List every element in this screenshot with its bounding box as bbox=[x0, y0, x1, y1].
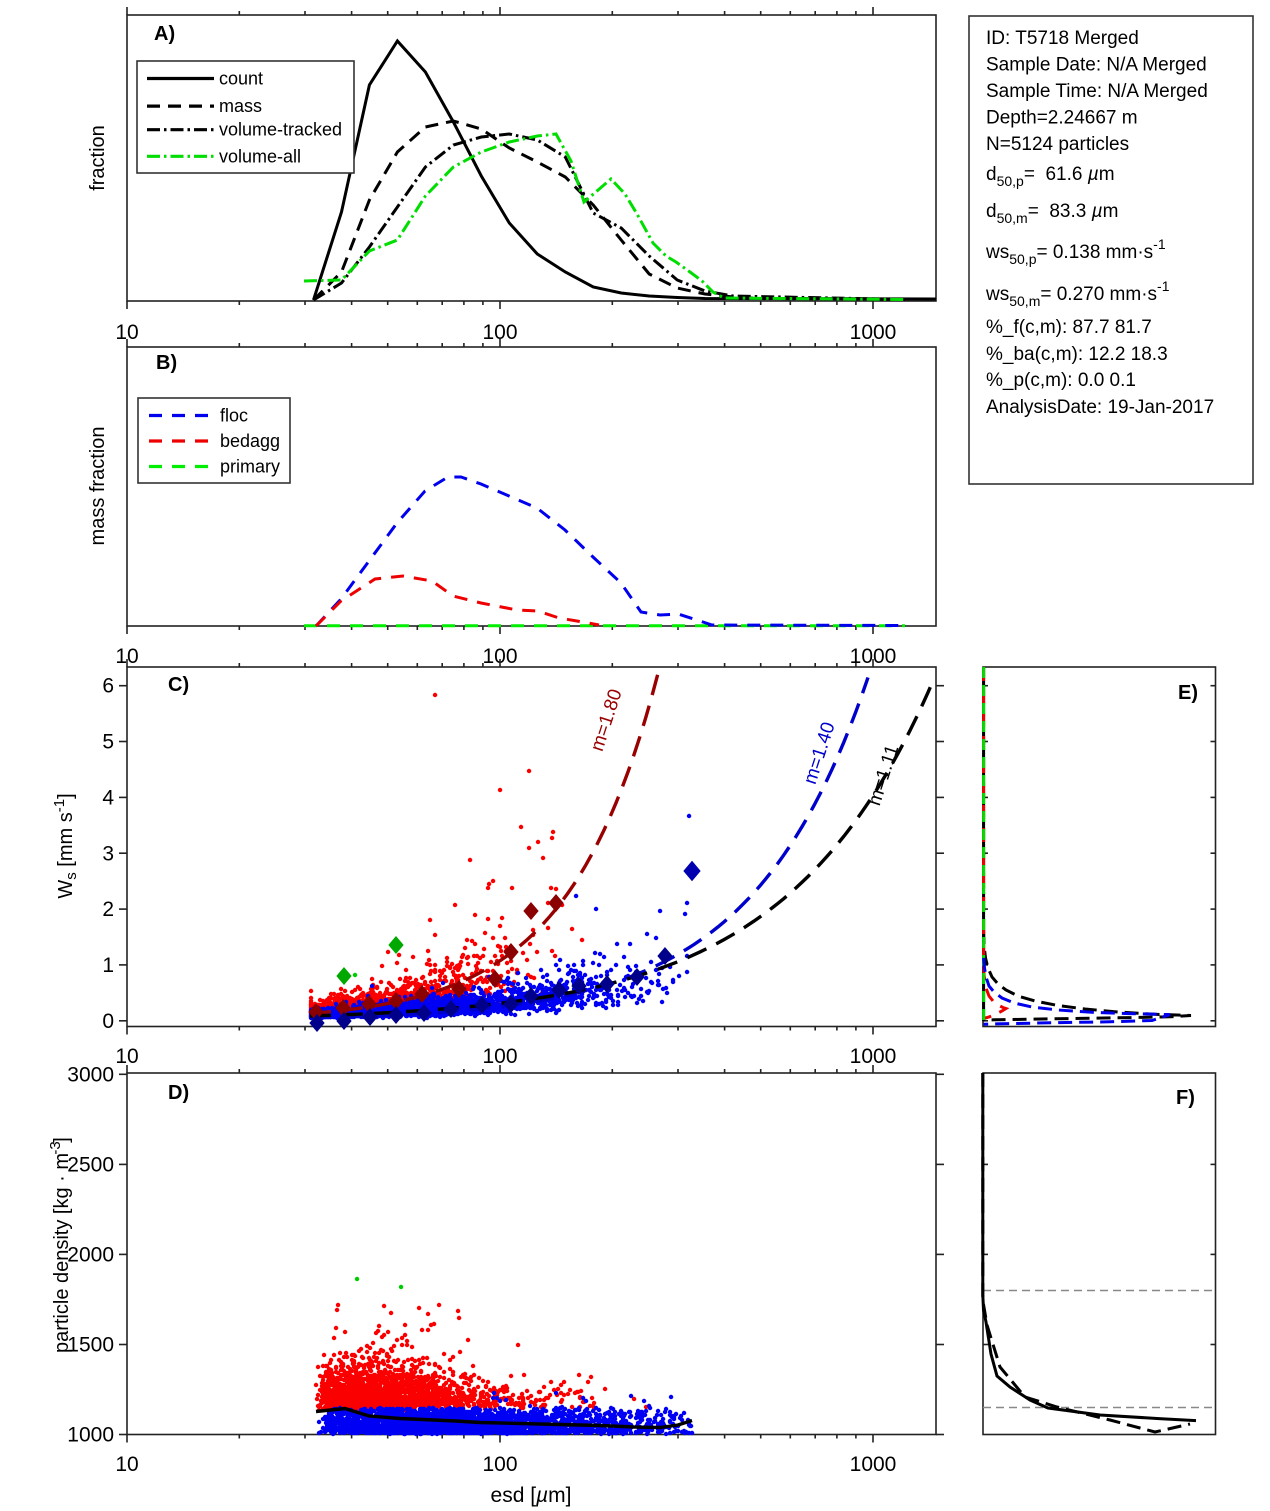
svg-text:-3: -3 bbox=[47, 1141, 64, 1154]
svg-text:mass: mass bbox=[219, 96, 262, 116]
svg-text:E): E) bbox=[1178, 682, 1198, 704]
svg-text:100: 100 bbox=[482, 321, 517, 344]
svg-text:ID: T5718 Merged: ID: T5718 Merged bbox=[986, 28, 1139, 49]
svg-text:1000: 1000 bbox=[850, 1453, 897, 1476]
svg-text:]: ] bbox=[51, 1137, 73, 1143]
svg-text:count: count bbox=[219, 69, 263, 89]
svg-text:B): B) bbox=[156, 352, 177, 374]
svg-text:floc: floc bbox=[220, 406, 248, 426]
svg-text:2: 2 bbox=[102, 898, 114, 921]
svg-text:4: 4 bbox=[102, 786, 114, 809]
svg-text:%_p(c,m): 0.0 0.1: %_p(c,m): 0.0 0.1 bbox=[986, 370, 1136, 391]
svg-text:1000: 1000 bbox=[850, 321, 897, 344]
svg-text:3000: 3000 bbox=[67, 1063, 114, 1086]
svg-text:volume-tracked: volume-tracked bbox=[219, 120, 342, 140]
svg-text:primary: primary bbox=[220, 457, 280, 477]
svg-text:Sample Date: N/A Merged: Sample Date: N/A Merged bbox=[986, 55, 1207, 76]
svg-text:100: 100 bbox=[482, 645, 517, 668]
svg-text:D): D) bbox=[168, 1082, 189, 1104]
svg-text:1000: 1000 bbox=[850, 645, 897, 668]
svg-text:Ws [mm s-1]: Ws [mm s-1] bbox=[51, 793, 80, 898]
svg-text:C): C) bbox=[168, 674, 189, 696]
svg-text:1000: 1000 bbox=[67, 1424, 114, 1447]
svg-text:3: 3 bbox=[102, 842, 114, 865]
svg-text:%_ba(c,m): 12.2 18.3: %_ba(c,m): 12.2 18.3 bbox=[986, 344, 1168, 365]
svg-text:esd [µm]: esd [µm] bbox=[491, 1484, 572, 1507]
svg-text:6: 6 bbox=[102, 675, 114, 698]
svg-text:1: 1 bbox=[102, 954, 114, 977]
svg-text:mass fraction: mass fraction bbox=[87, 427, 109, 546]
svg-text:F): F) bbox=[1176, 1087, 1195, 1109]
svg-text:AnalysisDate: 19-Jan-2017: AnalysisDate: 19-Jan-2017 bbox=[986, 397, 1214, 418]
svg-text:2000: 2000 bbox=[67, 1243, 114, 1266]
svg-text:bedagg: bedagg bbox=[220, 431, 280, 451]
svg-text:1000: 1000 bbox=[850, 1045, 897, 1068]
svg-text:fraction: fraction bbox=[87, 125, 109, 191]
svg-text:Sample Time: N/A Merged: Sample Time: N/A Merged bbox=[986, 81, 1208, 102]
svg-text:volume-all: volume-all bbox=[219, 146, 301, 166]
svg-text:particle density [kg · m: particle density [kg · m bbox=[51, 1153, 73, 1353]
svg-text:1500: 1500 bbox=[67, 1333, 114, 1356]
svg-text:5: 5 bbox=[102, 731, 114, 754]
svg-text:Depth=2.24667 m: Depth=2.24667 m bbox=[986, 108, 1138, 129]
svg-text:10: 10 bbox=[115, 1453, 138, 1476]
svg-text:10: 10 bbox=[115, 321, 138, 344]
svg-text:d50,p= 61.6 µm: d50,p= 61.6 µm bbox=[986, 164, 1115, 189]
svg-text:2500: 2500 bbox=[67, 1153, 114, 1176]
svg-text:10: 10 bbox=[115, 1045, 138, 1068]
svg-text:A): A) bbox=[154, 23, 175, 45]
svg-text:10: 10 bbox=[115, 645, 138, 668]
svg-text:100: 100 bbox=[482, 1045, 517, 1068]
svg-text:N=5124 particles: N=5124 particles bbox=[986, 134, 1129, 155]
svg-text:%_f(c,m): 87.7 81.7: %_f(c,m): 87.7 81.7 bbox=[986, 317, 1152, 338]
svg-text:0: 0 bbox=[102, 1010, 114, 1033]
svg-text:100: 100 bbox=[482, 1453, 517, 1476]
svg-text:ws50,p= 0.138 mm·s-1: ws50,p= 0.138 mm·s-1 bbox=[985, 236, 1166, 267]
